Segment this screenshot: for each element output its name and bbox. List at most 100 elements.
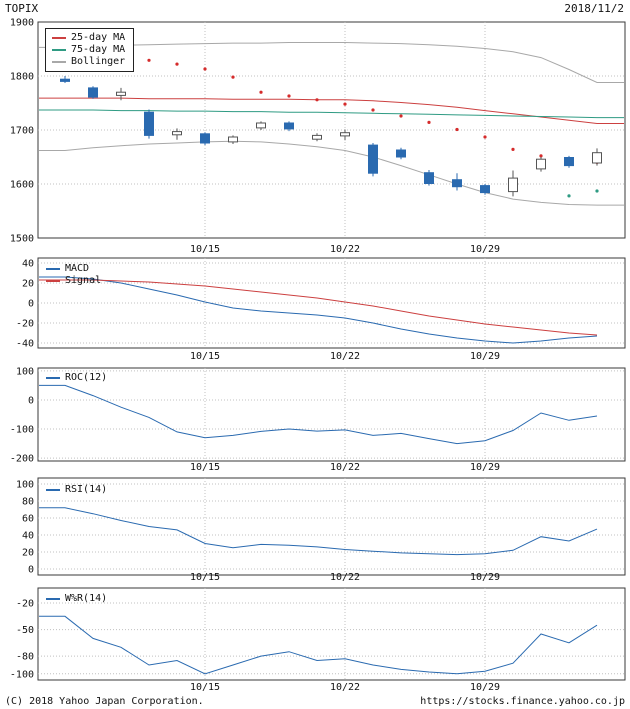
legend-label: RSI(14): [65, 484, 108, 495]
candle-body: [228, 136, 238, 143]
legend-label: Bollinger: [71, 56, 126, 67]
series-W%R(14): [39, 615, 598, 675]
red-dot: [315, 98, 319, 102]
legend-item: Signal: [46, 275, 101, 287]
candle-body: [256, 122, 266, 129]
red-dot: [399, 114, 403, 118]
y-tick-label: 1800: [10, 72, 34, 83]
wpr-legend: W%R(14): [46, 593, 107, 605]
red-dot: [539, 154, 543, 158]
plot-frame: [37, 477, 626, 576]
x-tick-label: 10/22: [330, 244, 360, 255]
x-tick-label: 10/22: [330, 682, 360, 693]
legend-line-swatch: [46, 598, 60, 600]
y-tick-label: 0: [28, 565, 34, 576]
plot-frame: [37, 587, 626, 681]
y-tick-label: 20: [22, 279, 34, 290]
candle-body: [564, 157, 574, 167]
candle-body: [284, 122, 294, 130]
legend-line-swatch: [52, 61, 66, 63]
wpr-panel: -20 -50 -80 -100 10/15 10/22 10/29: [10, 587, 626, 693]
legend-label: MACD: [65, 263, 90, 274]
candle-body: [312, 134, 322, 140]
legend-label: 25-day MA: [71, 32, 126, 43]
series-75-day MA: [39, 109, 624, 119]
legend-line-swatch: [46, 268, 60, 270]
candle-body: [592, 152, 602, 164]
series-RSI(14): [39, 507, 598, 556]
red-dot: [455, 127, 459, 132]
x-tick-label: 10/15: [190, 351, 220, 362]
y-tick-label: -80: [16, 652, 34, 663]
y-tick-label: 0: [28, 396, 34, 407]
price-candlestick-panel: 1900 1800 1700 1600 1500 10/15 10/22 10/29: [10, 18, 626, 255]
red-dot: [511, 147, 515, 151]
series-MACD: [39, 276, 598, 344]
candle-body: [424, 172, 434, 184]
x-tick-label: 10/29: [470, 572, 500, 582]
x-tick-label: 10/29: [470, 244, 500, 255]
macd-panel: 40 20 0 -20 -40 10/15 10/22 10/29: [16, 257, 626, 362]
x-tick-label: 10/15: [190, 572, 220, 582]
candle-body: [396, 149, 406, 158]
y-tick-label: 1500: [10, 234, 34, 245]
candle-body: [536, 158, 546, 170]
legend-item: W%R(14): [46, 593, 107, 605]
legend-item: ROC(12): [46, 372, 107, 384]
legend-label: W%R(14): [65, 593, 108, 604]
legend-item: MACD: [46, 263, 101, 275]
rsi-panel: 100 80 60 40 20 0 10/15 10/22 10/29: [16, 477, 626, 582]
source-url-text: https://stocks.finance.yahoo.co.jp: [420, 696, 625, 707]
red-dot: [427, 120, 431, 124]
y-tick-label: 60: [22, 514, 34, 525]
teal-dot: [595, 189, 599, 193]
red-dot: [483, 135, 487, 139]
y-tick-label: 1700: [10, 126, 34, 137]
legend-label: 75-day MA: [71, 44, 126, 55]
legend-line-swatch: [46, 377, 60, 379]
candle-body: [88, 87, 98, 98]
y-tick-label: 20: [22, 548, 34, 559]
y-tick-label: -100: [10, 669, 34, 680]
x-tick-label: 10/15: [190, 244, 220, 255]
legend-item: 25-day MA: [52, 32, 125, 44]
y-tick-label: 0: [28, 299, 34, 310]
series-Bollinger lower: [39, 140, 624, 206]
candle-body: [368, 144, 378, 174]
rsi-legend: RSI(14): [46, 484, 107, 496]
red-dot: [287, 94, 291, 98]
x-tick-label: 10/29: [470, 351, 500, 362]
candle-body: [480, 185, 490, 194]
red-dot: [175, 62, 179, 66]
legend-line-swatch: [46, 489, 60, 491]
roc-legend: ROC(12): [46, 372, 107, 384]
legend-item: Bollinger: [52, 56, 125, 68]
red-dot: [203, 67, 207, 71]
legend-label: ROC(12): [65, 372, 108, 383]
candle-body: [452, 179, 462, 188]
series-ROC(12): [39, 384, 598, 445]
macd-legend: MACD Signal: [46, 263, 101, 287]
candle-body: [508, 177, 518, 193]
x-tick-label: 10/22: [330, 351, 360, 362]
x-tick-label: 10/29: [470, 682, 500, 693]
legend-line-swatch: [52, 37, 66, 39]
chart-date: 2018/11/2: [564, 2, 624, 15]
candle-body: [116, 91, 126, 96]
red-dot: [259, 90, 263, 94]
candle-body: [200, 133, 210, 144]
y-tick-label: -20: [16, 599, 34, 610]
y-tick-label: 100: [16, 366, 34, 377]
y-tick-label: -40: [16, 339, 34, 350]
legend-item: 75-day MA: [52, 44, 125, 56]
series-Signal: [39, 279, 598, 336]
x-tick-label: 10/22: [330, 572, 360, 582]
candle-body: [172, 131, 182, 136]
red-dot: [343, 102, 347, 106]
candle-body: [144, 111, 154, 136]
y-tick-label: 1900: [10, 18, 34, 29]
y-tick-label: -20: [16, 319, 34, 330]
legend-line-swatch: [46, 280, 60, 282]
x-tick-label: 10/15: [190, 682, 220, 693]
teal-dot: [567, 194, 571, 198]
